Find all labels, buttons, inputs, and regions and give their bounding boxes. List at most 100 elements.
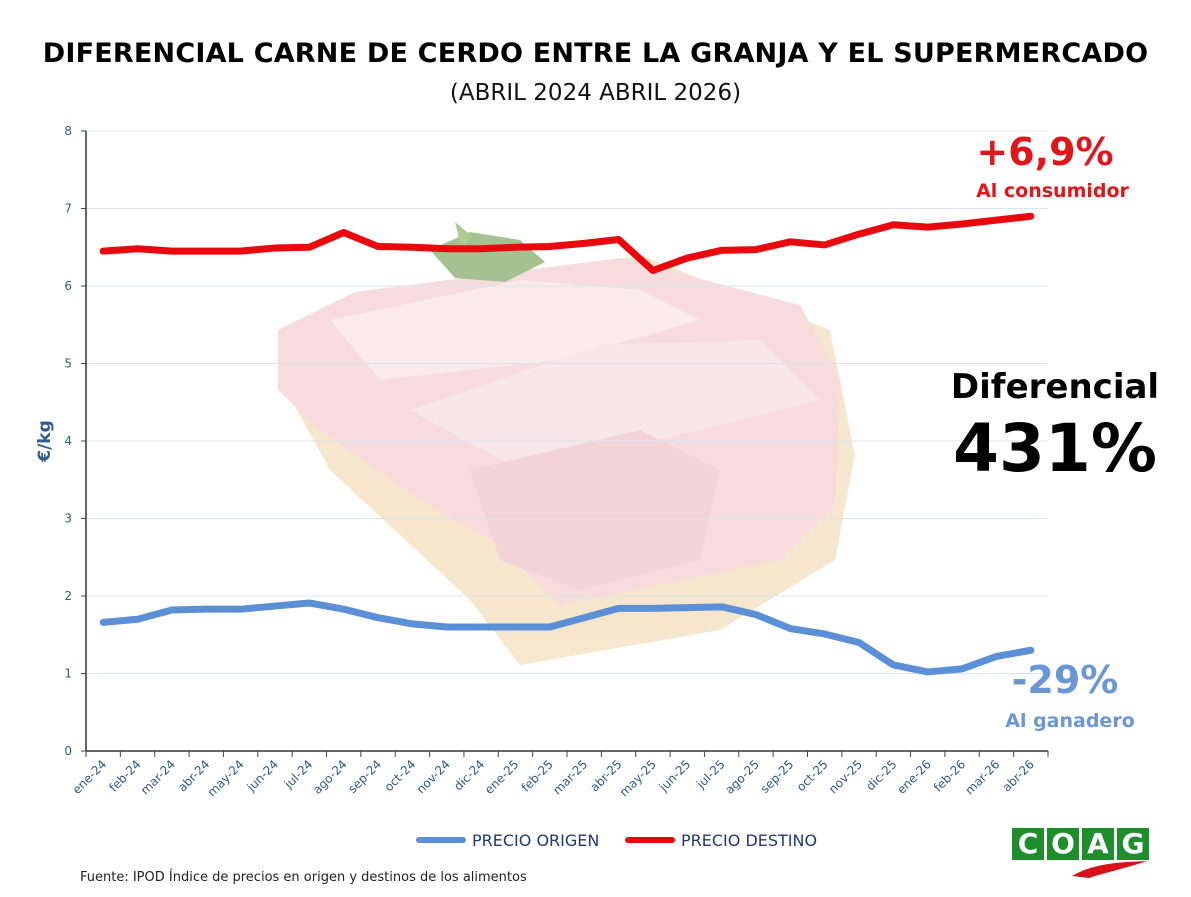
data-point — [513, 625, 518, 629]
data-point — [857, 640, 862, 645]
data-point — [169, 607, 174, 612]
data-point — [1028, 648, 1033, 653]
data-point — [719, 604, 724, 609]
x-tick-label: jun-24 — [243, 757, 281, 795]
differential-value: 431% — [953, 410, 1157, 487]
x-tick-label: may-24 — [205, 757, 247, 799]
series-line-origin — [99, 599, 1035, 676]
data-point — [444, 625, 449, 629]
data-point — [753, 247, 758, 252]
y-tick-label: 5 — [64, 357, 72, 371]
data-point — [891, 662, 896, 667]
x-tick-label: oct-25 — [794, 757, 831, 794]
y-tick-label: 3 — [64, 512, 72, 526]
x-tick-label: ene-24 — [70, 757, 110, 797]
background-photo — [278, 222, 855, 665]
data-point — [960, 222, 965, 226]
data-point — [101, 620, 106, 625]
x-tick-label: ago-25 — [722, 757, 762, 797]
x-tick-label: nov-24 — [414, 757, 453, 796]
data-point — [650, 606, 655, 611]
data-point — [788, 239, 793, 244]
data-point — [101, 249, 106, 254]
series-line-destination — [99, 212, 1035, 274]
x-tick-label: abr-26 — [1000, 757, 1037, 794]
data-point — [547, 244, 552, 249]
x-tick-label: nov-25 — [826, 757, 865, 796]
logo-letter-a: A — [1082, 828, 1114, 860]
data-point — [410, 245, 415, 250]
y-tick-label: 4 — [64, 434, 72, 448]
source-note: Fuente: IPOD Índice de precios en origen… — [80, 870, 527, 885]
data-point — [685, 256, 690, 261]
consumer-change-label: Al consumidor — [976, 180, 1129, 202]
farmer-change-label: Al ganadero — [1005, 710, 1135, 732]
data-point — [341, 607, 346, 612]
data-point — [307, 600, 312, 605]
data-point — [616, 606, 621, 611]
data-point — [719, 248, 724, 253]
data-point — [685, 605, 690, 610]
logo-letter-c: C — [1012, 828, 1044, 860]
logo-letter-g: G — [1117, 828, 1149, 860]
data-point — [204, 249, 209, 254]
coag-logo: C O A G — [1012, 828, 1152, 880]
data-point — [169, 249, 174, 254]
x-tick-label: sep-24 — [345, 757, 384, 796]
chart-title: DIFERENCIAL CARNE DE CERDO ENTRE LA GRAN… — [42, 38, 1149, 69]
data-point — [925, 669, 930, 674]
x-tick-label: sep-25 — [758, 757, 797, 796]
data-point — [135, 617, 140, 622]
x-tick-label: may-25 — [617, 757, 659, 799]
data-point — [238, 607, 243, 612]
x-tick-label: ene-25 — [482, 757, 522, 797]
legend-swatch-destination — [625, 837, 675, 843]
y-tick-label: 6 — [64, 279, 72, 293]
data-point — [994, 218, 999, 223]
data-point — [753, 612, 758, 617]
farmer-change-value: -29% — [1011, 658, 1119, 702]
legend-label-destination: PRECIO DESTINO — [681, 830, 818, 850]
legend-item-destination: PRECIO DESTINO — [625, 829, 817, 851]
data-point — [376, 615, 381, 620]
data-point — [204, 607, 209, 612]
data-point — [410, 621, 415, 626]
y-tick-label: 1 — [64, 667, 72, 681]
data-point — [650, 268, 655, 273]
data-point — [479, 246, 484, 251]
data-point — [1028, 214, 1033, 219]
logo-letter-o: O — [1047, 828, 1079, 860]
y-tick-label: 7 — [64, 202, 72, 216]
data-point — [960, 666, 965, 671]
data-point — [513, 245, 518, 250]
data-point — [994, 654, 999, 659]
data-point — [891, 222, 896, 227]
data-point — [788, 626, 793, 631]
data-point — [272, 246, 277, 251]
data-point — [925, 225, 930, 230]
y-axis-label: €/kg — [35, 420, 55, 463]
y-tick-label: 2 — [64, 589, 72, 603]
logo-swoosh — [1072, 861, 1147, 878]
x-tick-label: ene-26 — [894, 757, 934, 797]
data-point — [272, 604, 277, 609]
data-point — [857, 232, 862, 237]
legend-swatch-origin — [416, 837, 466, 843]
data-point — [582, 241, 587, 246]
data-point — [307, 245, 312, 250]
y-tick-label: 0 — [64, 744, 72, 758]
y-tick-label: 8 — [64, 124, 72, 138]
data-point — [444, 246, 449, 251]
legend-item-origin: PRECIO ORIGEN — [416, 829, 599, 851]
data-point — [582, 615, 587, 620]
data-point — [822, 631, 827, 636]
data-point — [479, 625, 484, 629]
x-tick-label: ago-24 — [310, 757, 350, 797]
data-point — [341, 230, 346, 235]
x-tick-label: mar-26 — [962, 757, 1002, 797]
consumer-change-value: +6,9% — [976, 130, 1114, 174]
x-tick-label: mar-25 — [550, 757, 590, 797]
chart-subtitle: (ABRIL 2024 ABRIL 2026) — [449, 80, 742, 106]
data-point — [547, 625, 552, 629]
